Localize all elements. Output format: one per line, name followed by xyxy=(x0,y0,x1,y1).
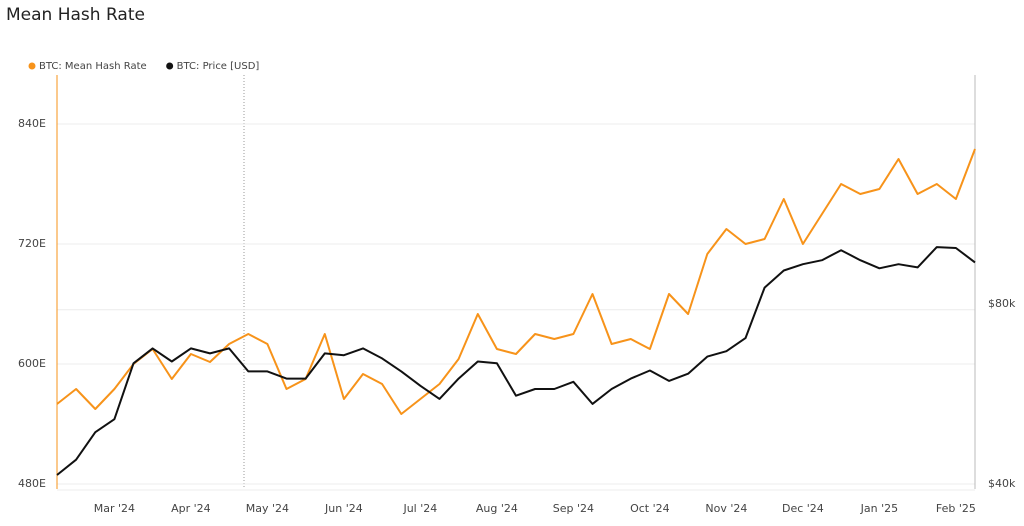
y2-tick-label: $40k xyxy=(988,477,1016,490)
legend-label: BTC: Price [USD] xyxy=(177,61,260,72)
y-tick-label: 720E xyxy=(18,237,46,250)
x-tick-label: Jan '25 xyxy=(860,502,898,515)
x-tick-label: Aug '24 xyxy=(476,502,518,515)
y-tick-label: 600E xyxy=(18,357,46,370)
x-tick-label: Apr '24 xyxy=(171,502,211,515)
y2-tick-label: $80k xyxy=(988,297,1016,310)
x-tick-label: Mar '24 xyxy=(94,502,135,515)
x-tick-label: Feb '25 xyxy=(936,502,976,515)
legend-marker xyxy=(166,62,174,70)
x-tick-label: Jul '24 xyxy=(402,502,437,515)
x-tick-label: Jun '24 xyxy=(324,502,363,515)
chart-title: Mean Hash Rate xyxy=(6,5,145,25)
legend-label: BTC: Mean Hash Rate xyxy=(39,61,147,72)
x-tick-label: Oct '24 xyxy=(630,502,670,515)
y-tick-label: 840E xyxy=(18,117,46,130)
y-tick-label: 480E xyxy=(18,477,46,490)
x-tick-label: May '24 xyxy=(246,502,289,515)
x-tick-label: Sep '24 xyxy=(553,502,594,515)
series-line xyxy=(56,148,976,415)
series-line xyxy=(56,246,976,476)
x-tick-label: Nov '24 xyxy=(705,502,747,515)
legend-marker xyxy=(28,62,36,70)
x-tick-label: Dec '24 xyxy=(782,502,824,515)
